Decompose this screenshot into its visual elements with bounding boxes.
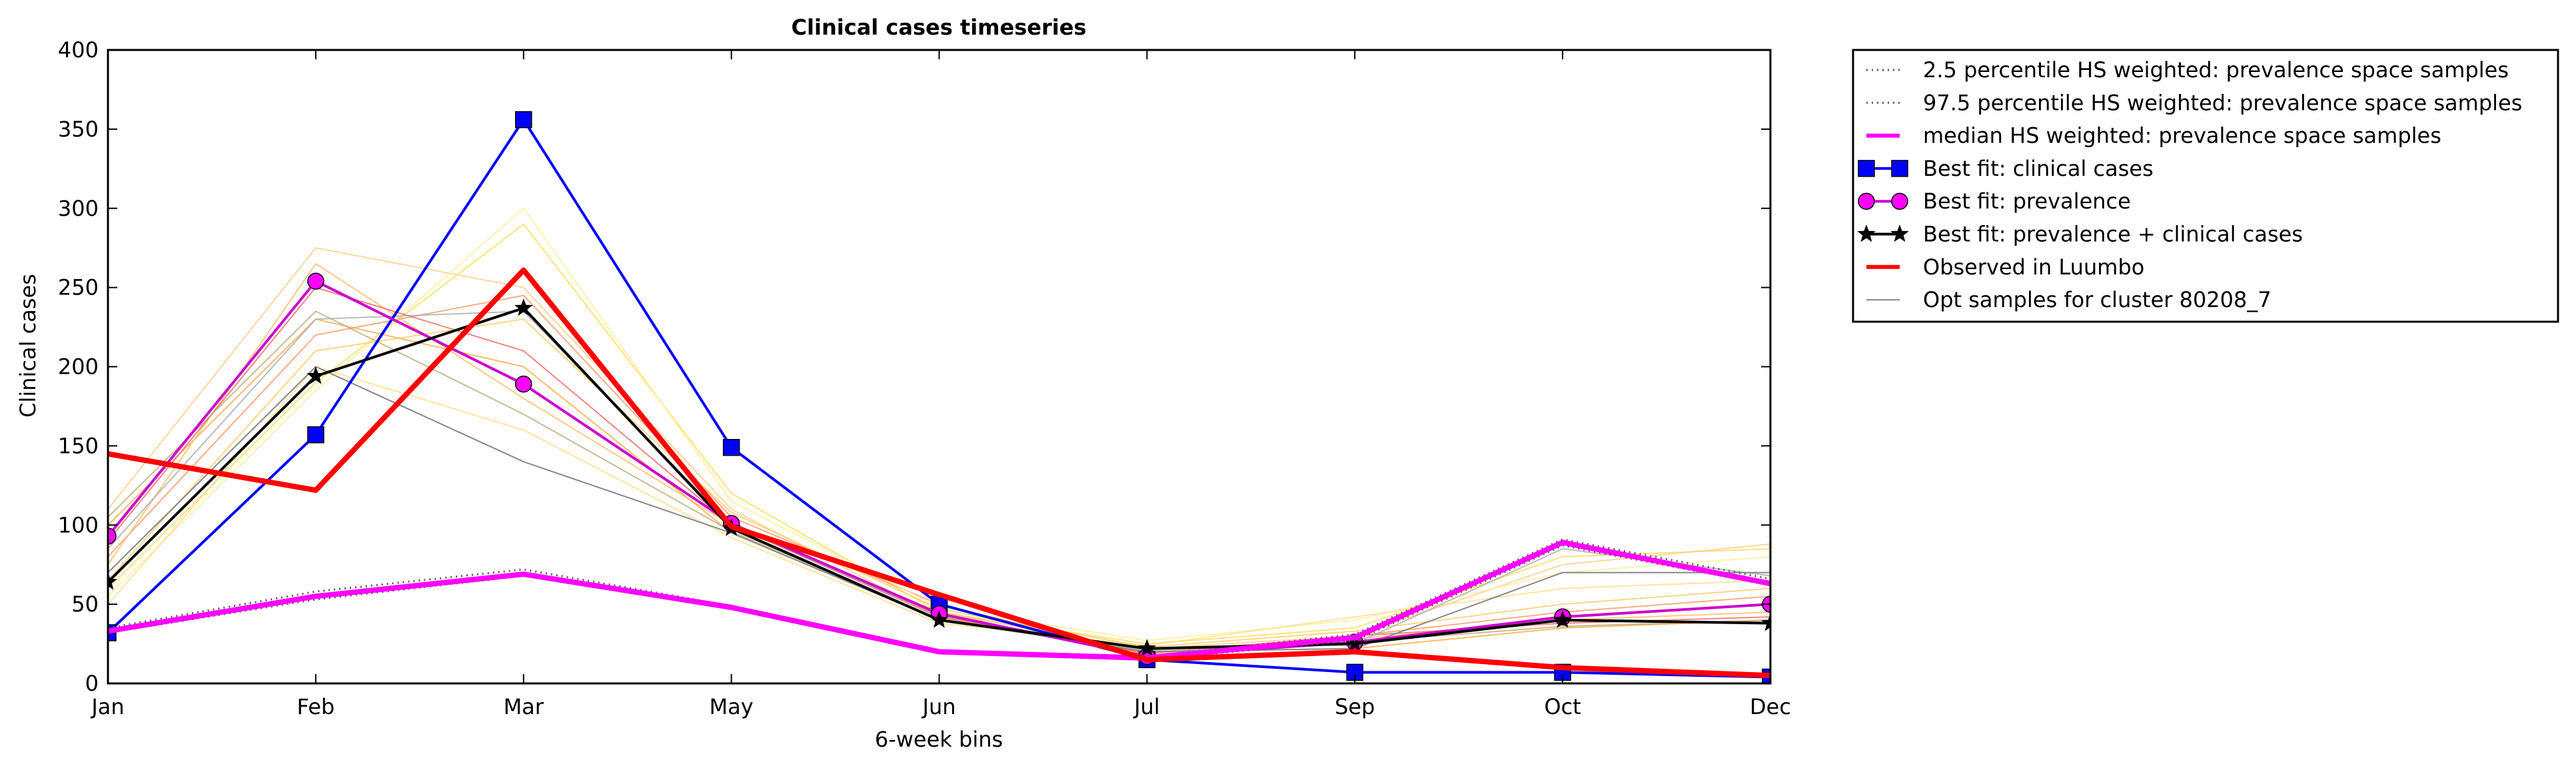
legend-item-1: 2.5 percentile HS weighted: prevalence s…	[1866, 57, 2509, 83]
legend-label-6: Best fit: prevalence + clinical cases	[1923, 222, 2303, 247]
legend-marker-end-4	[1891, 160, 1908, 177]
legend-item-6: Best fit: prevalence + clinical cases	[1857, 222, 2303, 247]
y-tick-label-250: 250	[58, 275, 99, 300]
legend-label-2: 97.5 percentile HS weighted: prevalence …	[1923, 90, 2522, 115]
sample-line-1	[108, 223, 1770, 645]
series-line-3	[108, 540, 1770, 661]
y-tick-label-400: 400	[58, 37, 99, 63]
series-6-point-9	[1761, 613, 1770, 631]
series-5-point-2	[307, 272, 324, 290]
x-tick-label-5: Jun	[922, 694, 956, 719]
legend-marker-end-6	[1890, 224, 1909, 242]
series-5-point-1	[108, 528, 117, 545]
plot-area	[108, 111, 1770, 683]
legend-label-8: Opt samples for cluster 80208_7	[1923, 287, 2271, 312]
legend: 2.5 percentile HS weighted: prevalence s…	[1852, 49, 2559, 323]
legend-item-2: 97.5 percentile HS weighted: prevalence …	[1866, 90, 2522, 115]
y-tick-label-50: 50	[71, 591, 99, 617]
y-tick-label-0: 0	[85, 671, 99, 696]
series-4-point-3	[515, 111, 532, 129]
x-tick-label-8: Oct	[1544, 694, 1581, 719]
legend-label-7: Observed in Luumbo	[1923, 254, 2144, 280]
legend-label-5: Best fit: prevalence	[1923, 189, 2131, 214]
series-6-point-1	[108, 572, 117, 590]
series-4-point-2	[307, 426, 324, 444]
x-tick-label-9: Dec	[1750, 694, 1791, 719]
y-axis-label: Clinical cases	[15, 274, 41, 418]
legend-item-7: Observed in Luumbo	[1866, 254, 2144, 280]
series-6-point-3	[514, 298, 533, 316]
x-tick-label-2: Feb	[297, 694, 335, 719]
sample-line-4	[108, 207, 1770, 641]
legend-label-3: median HS weighted: prevalence space sam…	[1923, 123, 2441, 149]
x-tick-label-4: May	[710, 694, 754, 719]
series-6-point-8	[1553, 610, 1572, 628]
legend-marker-end-5	[1891, 193, 1908, 210]
legend-label-4: Best fit: clinical cases	[1923, 156, 2154, 181]
legend-label-1: 2.5 percentile HS weighted: prevalence s…	[1923, 57, 2509, 83]
x-axis-label: 6-week bins	[875, 727, 1003, 752]
y-tick-label-350: 350	[58, 117, 99, 142]
series-6-point-5	[930, 610, 949, 628]
legend-item-4: Best fit: clinical cases	[1858, 156, 2154, 181]
legend-marker-start-5	[1858, 193, 1875, 210]
series-6-point-7	[1345, 634, 1364, 652]
series-line-7	[108, 267, 1770, 679]
legend-item-5: Best fit: prevalence	[1858, 189, 2131, 214]
legend-frame	[1852, 49, 2559, 323]
legend-marker-start-4	[1858, 160, 1875, 177]
x-tick-label-3: Mar	[504, 694, 544, 719]
axis-ticks: 0 50 100 150 200 250 300 350 400 Jan Feb Mar May Jun J…	[58, 37, 1791, 719]
x-tick-label-1: Jan	[90, 694, 124, 719]
y-tick-label-200: 200	[58, 354, 99, 380]
y-tick-label-300: 300	[58, 196, 99, 221]
legend-item-8: Opt samples for cluster 80208_7	[1866, 287, 2271, 312]
x-tick-label-7: Sep	[1335, 694, 1375, 719]
legend-marker-start-6	[1857, 224, 1876, 242]
series-4-point-4	[722, 439, 740, 456]
y-tick-label-100: 100	[58, 512, 99, 538]
series-6-point-6	[1137, 639, 1157, 657]
y-tick-label-150: 150	[58, 433, 99, 458]
chart-title: Clinical cases timeseries	[792, 15, 1087, 40]
legend-item-3: median HS weighted: prevalence space sam…	[1866, 123, 2441, 149]
series-6-point-2	[307, 366, 325, 384]
x-tick-label-6: Jul	[1133, 694, 1160, 719]
series-group	[108, 111, 1770, 683]
series-5-point-3	[515, 375, 532, 393]
